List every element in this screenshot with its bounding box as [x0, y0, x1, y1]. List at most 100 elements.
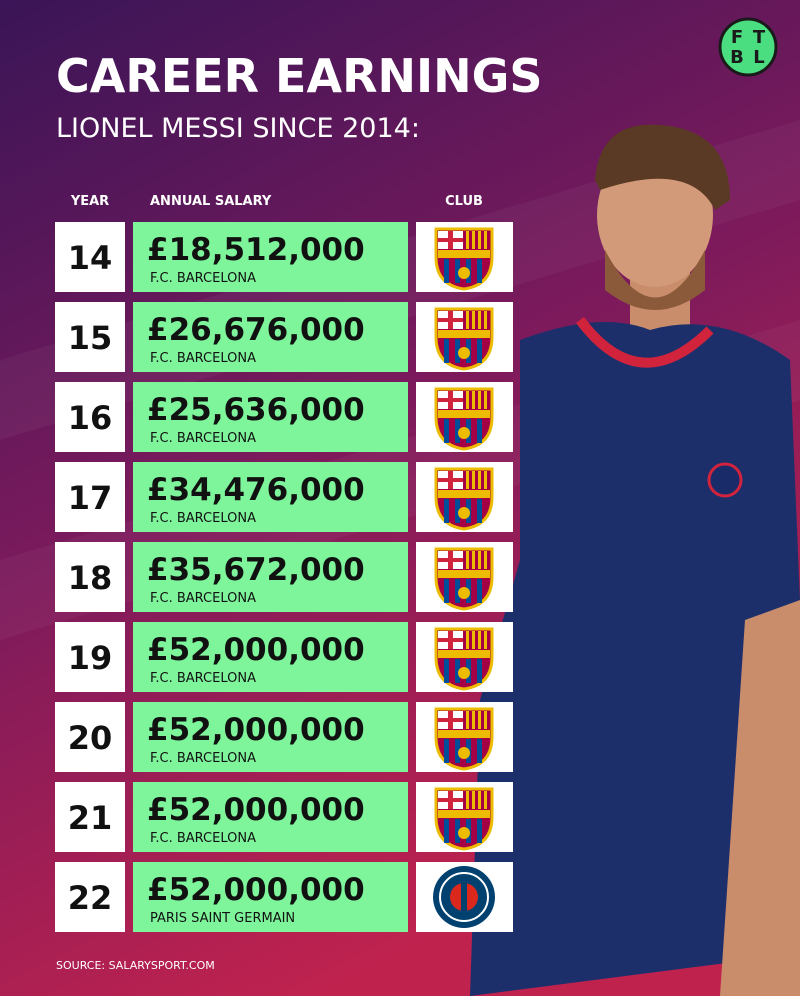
crest-band: [438, 330, 490, 338]
crest-stripe: [455, 419, 460, 443]
crest-cross: [438, 318, 463, 322]
crest-stripe: [484, 231, 487, 249]
column-header: CLUB: [445, 194, 483, 209]
crest-stripe: [478, 791, 481, 809]
year: 21: [68, 799, 113, 837]
salary: £52,000,000: [147, 632, 365, 668]
year: 19: [68, 639, 113, 677]
year-cell: [55, 702, 125, 772]
salary: £18,512,000: [147, 232, 365, 268]
crest-stripe: [478, 551, 481, 569]
crest-stripe: [472, 231, 475, 249]
title: CAREER EARNINGS: [56, 49, 543, 103]
year: 14: [68, 239, 113, 277]
year-cell: [55, 542, 125, 612]
year-cell: [55, 302, 125, 372]
crest-stripe: [478, 231, 481, 249]
club-name: PARIS SAINT GERMAIN: [150, 911, 295, 926]
crest-ball: [458, 427, 470, 439]
crest-stripe: [472, 551, 475, 569]
crest-ball: [458, 827, 470, 839]
year-cell: [55, 622, 125, 692]
salary: £52,000,000: [147, 712, 365, 748]
year: 20: [68, 719, 113, 757]
crest-cross: [438, 558, 463, 562]
year: 16: [68, 399, 113, 437]
crest-ball: [458, 347, 470, 359]
crest-stripe: [444, 579, 449, 603]
crest-stripe: [477, 499, 482, 523]
crest-stripe: [484, 391, 487, 409]
club-crest: [434, 307, 494, 371]
club-crest: [434, 547, 494, 611]
year-cell: [55, 222, 125, 292]
table: 14 £18,512,000 F.C. BARCELONA 15 £26,676,000…: [55, 222, 513, 932]
year-cell: [55, 782, 125, 852]
crest-stripe: [472, 471, 475, 489]
subtitle: LIONEL MESSI SINCE 2014:: [56, 113, 420, 144]
crest-stripe: [444, 819, 449, 843]
crest-ball: [458, 587, 470, 599]
crest-band: [438, 810, 490, 818]
crest-stripe: [484, 551, 487, 569]
crest-stripe: [484, 791, 487, 809]
crest-cross: [438, 718, 463, 722]
club-name: F.C. BARCELONA: [150, 751, 256, 766]
crest-stripe: [472, 711, 475, 729]
club-name: F.C. BARCELONA: [150, 671, 256, 686]
crest-stripe: [477, 339, 482, 363]
salary: £52,000,000: [147, 792, 365, 828]
crest-band: [438, 490, 490, 498]
crest-stripe: [478, 391, 481, 409]
club-crest: [434, 467, 494, 531]
logo-letter: B: [730, 47, 744, 68]
crest-stripe: [466, 791, 469, 809]
crest-stripe: [472, 311, 475, 329]
salary: £26,676,000: [147, 312, 365, 348]
crest-ring: [439, 872, 489, 922]
player: [470, 124, 800, 996]
crest-cross: [438, 238, 463, 242]
crest-stripe: [444, 739, 449, 763]
crest-ball: [458, 267, 470, 279]
logo-letter: L: [753, 47, 764, 68]
crest-stripe: [477, 659, 482, 683]
crest-cross: [438, 798, 463, 802]
crest-stripe: [455, 499, 460, 523]
club-crest: [434, 387, 494, 451]
crest-stripe: [484, 311, 487, 329]
year: 17: [68, 479, 113, 517]
crest-stripe: [444, 499, 449, 523]
crest-band: [438, 250, 490, 258]
crest-stripe: [478, 631, 481, 649]
crest-stripe: [466, 311, 469, 329]
crest-stripe: [466, 391, 469, 409]
crest-stripe: [472, 391, 475, 409]
logo-letter: F: [731, 27, 743, 48]
year: 18: [68, 559, 113, 597]
club-name: F.C. BARCELONA: [150, 271, 256, 286]
club-crest: [434, 787, 494, 851]
crest-tower: [461, 881, 467, 911]
crest-stripe: [478, 471, 481, 489]
crest-stripe: [466, 231, 469, 249]
salary-cell: [133, 382, 408, 452]
crest-stripe: [478, 711, 481, 729]
crest-stripe: [455, 579, 460, 603]
crest-stripe: [484, 631, 487, 649]
salary-cell: [133, 862, 408, 932]
crest-stripe: [472, 631, 475, 649]
salary-cell: [133, 222, 408, 292]
crest-stripe: [484, 711, 487, 729]
salary: £52,000,000: [147, 872, 365, 908]
crest-stripe: [455, 259, 460, 283]
crest-band: [438, 410, 490, 418]
crest-stripe: [477, 419, 482, 443]
year: 22: [68, 879, 113, 917]
salary-cell: [133, 302, 408, 372]
year-cell: [55, 462, 125, 532]
salary: £35,672,000: [147, 552, 365, 588]
crest-cross: [438, 398, 463, 402]
crest-stripe: [466, 551, 469, 569]
